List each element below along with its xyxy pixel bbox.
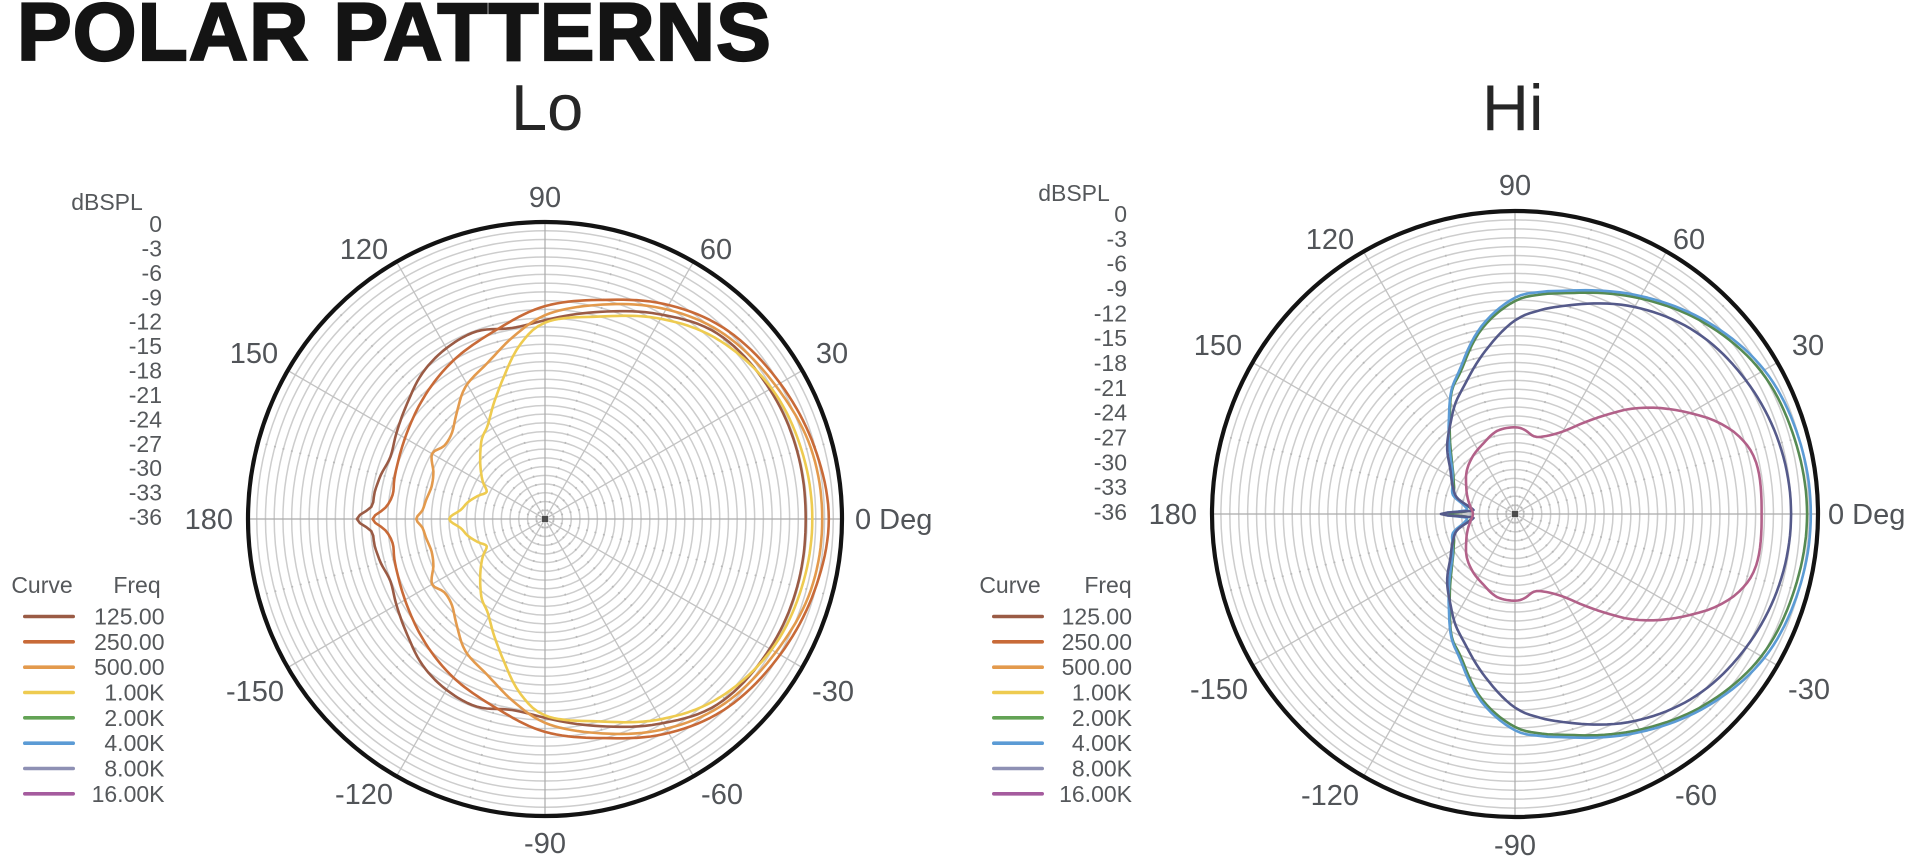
svg-text:dBSPL: dBSPL	[71, 189, 143, 215]
svg-text:Freq: Freq	[1084, 572, 1131, 598]
svg-text:4.00K: 4.00K	[104, 730, 165, 756]
svg-text:-30: -30	[1094, 449, 1127, 475]
svg-text:16.00K: 16.00K	[92, 781, 166, 807]
svg-text:-90: -90	[524, 828, 566, 860]
svg-text:-36: -36	[129, 504, 162, 530]
svg-text:500.00: 500.00	[1062, 654, 1132, 680]
svg-text:30: 30	[1792, 330, 1824, 362]
svg-text:dBSPL: dBSPL	[1038, 180, 1110, 206]
svg-text:8.00K: 8.00K	[104, 756, 165, 782]
svg-text:2.00K: 2.00K	[1072, 705, 1133, 731]
svg-text:-6: -6	[1107, 251, 1127, 277]
svg-text:150: 150	[1194, 330, 1242, 362]
svg-text:-12: -12	[129, 309, 162, 335]
svg-text:-33: -33	[129, 480, 162, 506]
svg-text:4.00K: 4.00K	[1072, 730, 1133, 756]
svg-text:-60: -60	[1675, 780, 1717, 812]
svg-text:-9: -9	[142, 284, 162, 310]
svg-text:Curve: Curve	[979, 572, 1040, 598]
svg-text:180: 180	[1149, 499, 1197, 531]
svg-text:0: 0	[1114, 201, 1127, 227]
svg-text:-36: -36	[1094, 499, 1127, 525]
svg-text:8.00K: 8.00K	[1072, 756, 1133, 782]
svg-text:0: 0	[149, 211, 162, 237]
svg-text:-21: -21	[129, 382, 162, 408]
svg-text:Curve: Curve	[11, 572, 72, 598]
svg-text:150: 150	[230, 338, 278, 370]
svg-text:-21: -21	[1094, 375, 1127, 401]
svg-text:-90: -90	[1494, 830, 1536, 862]
svg-text:-15: -15	[1094, 325, 1127, 351]
svg-text:180: 180	[185, 504, 233, 536]
svg-text:120: 120	[340, 234, 388, 266]
svg-text:2.00K: 2.00K	[104, 705, 165, 731]
svg-text:-18: -18	[129, 358, 162, 384]
svg-text:30: 30	[816, 338, 848, 370]
svg-text:-6: -6	[142, 260, 162, 286]
svg-text:60: 60	[700, 234, 732, 266]
svg-text:-30: -30	[812, 676, 854, 708]
svg-text:16.00K: 16.00K	[1059, 781, 1133, 807]
svg-text:500.00: 500.00	[94, 654, 164, 680]
svg-text:-27: -27	[1094, 425, 1127, 451]
svg-text:0 Deg: 0 Deg	[855, 504, 932, 536]
svg-text:0 Deg: 0 Deg	[1828, 499, 1905, 531]
svg-text:-150: -150	[226, 676, 284, 708]
svg-text:-30: -30	[1788, 674, 1830, 706]
svg-text:250.00: 250.00	[1062, 629, 1132, 655]
svg-text:-30: -30	[129, 455, 162, 481]
svg-text:-150: -150	[1190, 674, 1248, 706]
svg-text:90: 90	[529, 182, 561, 214]
svg-text:-120: -120	[335, 779, 393, 811]
svg-text:125.00: 125.00	[1062, 604, 1132, 630]
svg-text:-18: -18	[1094, 350, 1127, 376]
svg-text:-15: -15	[129, 333, 162, 359]
svg-text:-3: -3	[1107, 226, 1127, 252]
svg-text:120: 120	[1306, 224, 1354, 256]
svg-text:-3: -3	[142, 235, 162, 261]
svg-text:90: 90	[1499, 170, 1531, 202]
svg-text:-12: -12	[1094, 300, 1127, 326]
svg-text:1.00K: 1.00K	[1072, 680, 1133, 706]
svg-text:-120: -120	[1301, 780, 1359, 812]
svg-text:250.00: 250.00	[94, 629, 164, 655]
svg-text:-9: -9	[1107, 276, 1127, 302]
svg-text:Freq: Freq	[113, 572, 160, 598]
svg-text:-33: -33	[1094, 474, 1127, 500]
svg-text:-24: -24	[1094, 400, 1127, 426]
svg-text:1.00K: 1.00K	[104, 680, 165, 706]
svg-text:-27: -27	[129, 431, 162, 457]
svg-text:-24: -24	[129, 406, 162, 432]
svg-text:-60: -60	[701, 779, 743, 811]
svg-text:60: 60	[1673, 224, 1705, 256]
svg-text:125.00: 125.00	[94, 604, 164, 630]
